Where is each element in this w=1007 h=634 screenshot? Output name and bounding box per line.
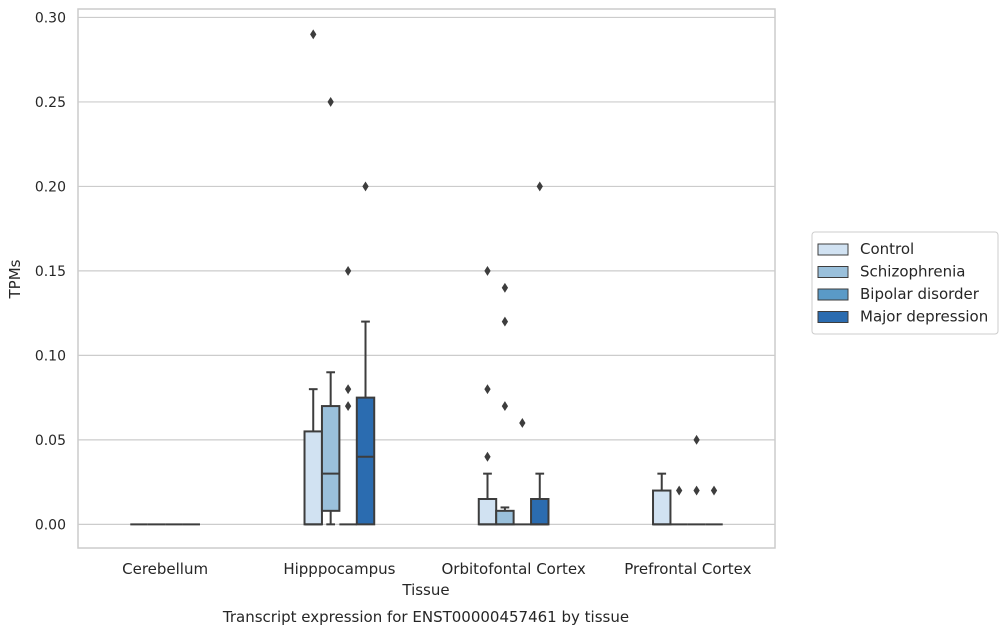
outlier-point bbox=[344, 401, 352, 412]
box bbox=[495, 509, 515, 526]
outlier-point bbox=[519, 418, 526, 428]
box-control bbox=[303, 29, 323, 526]
box-control bbox=[652, 472, 672, 526]
y-tick-label: 0.05 bbox=[35, 433, 66, 449]
legend-label: Bipolar disorder bbox=[860, 285, 980, 303]
box bbox=[477, 498, 498, 526]
outlier-point bbox=[362, 181, 369, 192]
box bbox=[652, 489, 672, 526]
box-schizophrenia bbox=[670, 485, 688, 526]
outlier-point bbox=[693, 485, 700, 496]
box-control bbox=[477, 265, 498, 526]
outlier-point bbox=[676, 485, 683, 496]
x-axis: Cerebellum Hipppocampus Orbitofontal Corte… bbox=[122, 560, 751, 578]
box-schizophrenia bbox=[495, 282, 515, 526]
outlier-point bbox=[484, 451, 491, 462]
box-major-depression bbox=[355, 181, 376, 526]
y-axis: 0.00 0.05 0.10 0.15 0.20 0.25 0.30 bbox=[35, 10, 66, 533]
x-tick-label: Prefrontal Cortex bbox=[624, 560, 751, 578]
legend: Control Schizophrenia Bipolar disorder Majo… bbox=[811, 231, 999, 335]
outlier-point bbox=[501, 401, 509, 412]
x-tick-label: Hipppocampus bbox=[283, 560, 395, 578]
legend-swatch bbox=[817, 288, 849, 301]
chart-caption: Transcript expression for ENST0000045746… bbox=[222, 608, 629, 626]
outlier-point bbox=[501, 282, 509, 293]
plot-frame bbox=[77, 8, 776, 549]
box-major-depression bbox=[705, 485, 723, 526]
x-tick-label: Orbitofontal Cortex bbox=[442, 560, 586, 578]
y-axis-label: TPMs bbox=[6, 259, 24, 299]
box bbox=[320, 405, 341, 512]
outlier-point bbox=[693, 434, 700, 445]
outlier-point bbox=[484, 384, 491, 395]
x-axis-label: Tissue bbox=[401, 581, 449, 599]
grid-lines bbox=[78, 16, 775, 525]
box-bipolar-disorder bbox=[513, 418, 532, 526]
y-tick-label: 0.15 bbox=[35, 264, 66, 280]
box bbox=[355, 396, 376, 526]
box-bipolar-disorder bbox=[687, 434, 706, 526]
box-bipolar-disorder bbox=[339, 265, 357, 526]
box bbox=[530, 498, 550, 526]
outlier-point bbox=[344, 384, 352, 395]
box bbox=[303, 430, 323, 526]
legend-swatch bbox=[817, 243, 849, 256]
legend-swatch bbox=[817, 311, 849, 323]
y-tick-label: 0.20 bbox=[35, 179, 66, 195]
y-tick-label: 0.00 bbox=[35, 517, 66, 533]
outlier-point bbox=[310, 29, 317, 40]
outlier-point bbox=[710, 485, 718, 496]
legend-label: Control bbox=[860, 240, 914, 258]
outlier-point bbox=[344, 265, 352, 276]
outlier-point bbox=[501, 316, 509, 327]
legend-frame bbox=[811, 231, 999, 335]
legend-label: Major depression bbox=[860, 308, 988, 326]
legend-swatch bbox=[817, 266, 849, 278]
outlier-point bbox=[327, 96, 334, 107]
outlier-point bbox=[536, 181, 543, 192]
x-tick-label: Cerebellum bbox=[122, 560, 208, 578]
y-tick-label: 0.10 bbox=[35, 348, 66, 364]
y-tick-label: 0.30 bbox=[35, 10, 66, 26]
box-major-depression bbox=[530, 181, 550, 526]
legend-label: Schizophrenia bbox=[860, 263, 965, 281]
y-tick-label: 0.25 bbox=[35, 95, 66, 111]
outlier-point bbox=[484, 265, 491, 276]
box-schizophrenia bbox=[320, 96, 341, 526]
box-plot-area bbox=[130, 29, 723, 526]
